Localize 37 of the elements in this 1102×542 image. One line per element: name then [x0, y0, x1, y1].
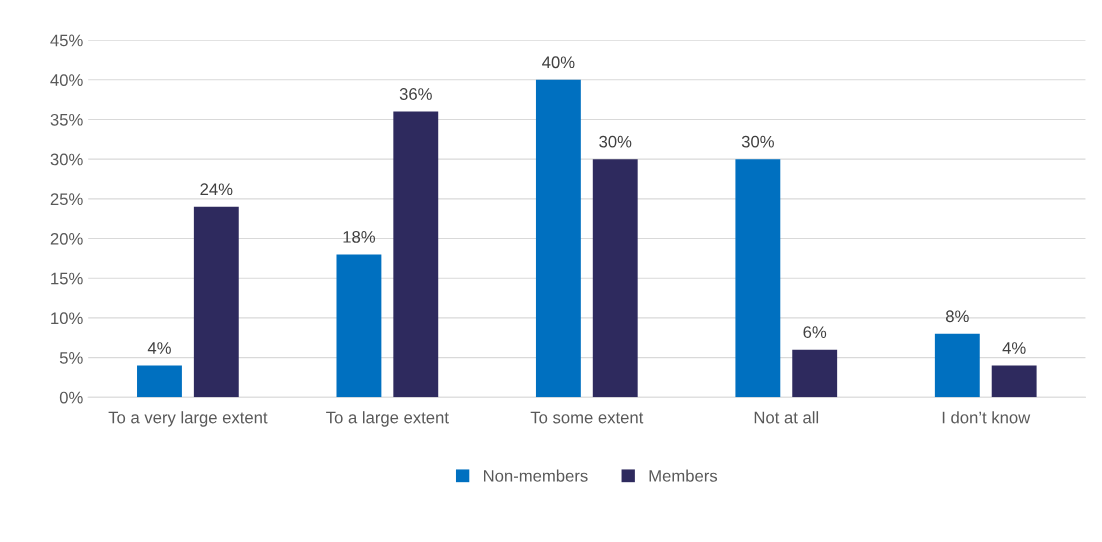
- data-label: 36%: [399, 88, 432, 100]
- data-label: 24%: [200, 183, 233, 196]
- x-tick-label: I don’t know: [942, 411, 1031, 424]
- data-label: 18%: [343, 230, 376, 243]
- bar: [336, 254, 382, 398]
- y-tick-label: 10%: [51, 312, 83, 325]
- x-tick-label: To some extent: [530, 411, 644, 424]
- bar: [137, 365, 182, 398]
- y-tick-label: 30%: [50, 153, 83, 166]
- data-label: 8%: [946, 310, 969, 323]
- bar: [792, 349, 838, 398]
- y-tick-label: 45%: [50, 34, 83, 47]
- x-tick-label: Not at all: [754, 411, 819, 424]
- data-label: 30%: [599, 135, 632, 148]
- data-label: 40%: [542, 56, 575, 69]
- bar: [991, 365, 1037, 398]
- bar: [193, 206, 239, 398]
- bar: [592, 159, 638, 398]
- bar: [735, 159, 781, 398]
- bar: [393, 111, 439, 398]
- data-label: 4%: [1002, 342, 1026, 354]
- bar: [535, 79, 581, 398]
- y-tick-label: 40%: [50, 74, 83, 86]
- data-label: 30%: [741, 135, 774, 148]
- data-label: 4%: [147, 342, 171, 354]
- y-tick-label: 25%: [50, 193, 83, 206]
- y-tick-label: 35%: [50, 113, 83, 126]
- y-tick-label: 5%: [59, 352, 83, 364]
- y-tick-label: 0%: [59, 391, 83, 404]
- y-tick-label: 15%: [51, 272, 83, 285]
- x-tick-label: To a large extent: [326, 411, 449, 427]
- y-tick-label: 20%: [50, 232, 83, 245]
- legend-label: Members: [649, 469, 718, 482]
- legend-label: Non-members: [484, 469, 588, 482]
- x-tick-label: To a very large extent: [108, 411, 268, 427]
- bar: [934, 333, 980, 398]
- data-label: 6%: [803, 326, 827, 339]
